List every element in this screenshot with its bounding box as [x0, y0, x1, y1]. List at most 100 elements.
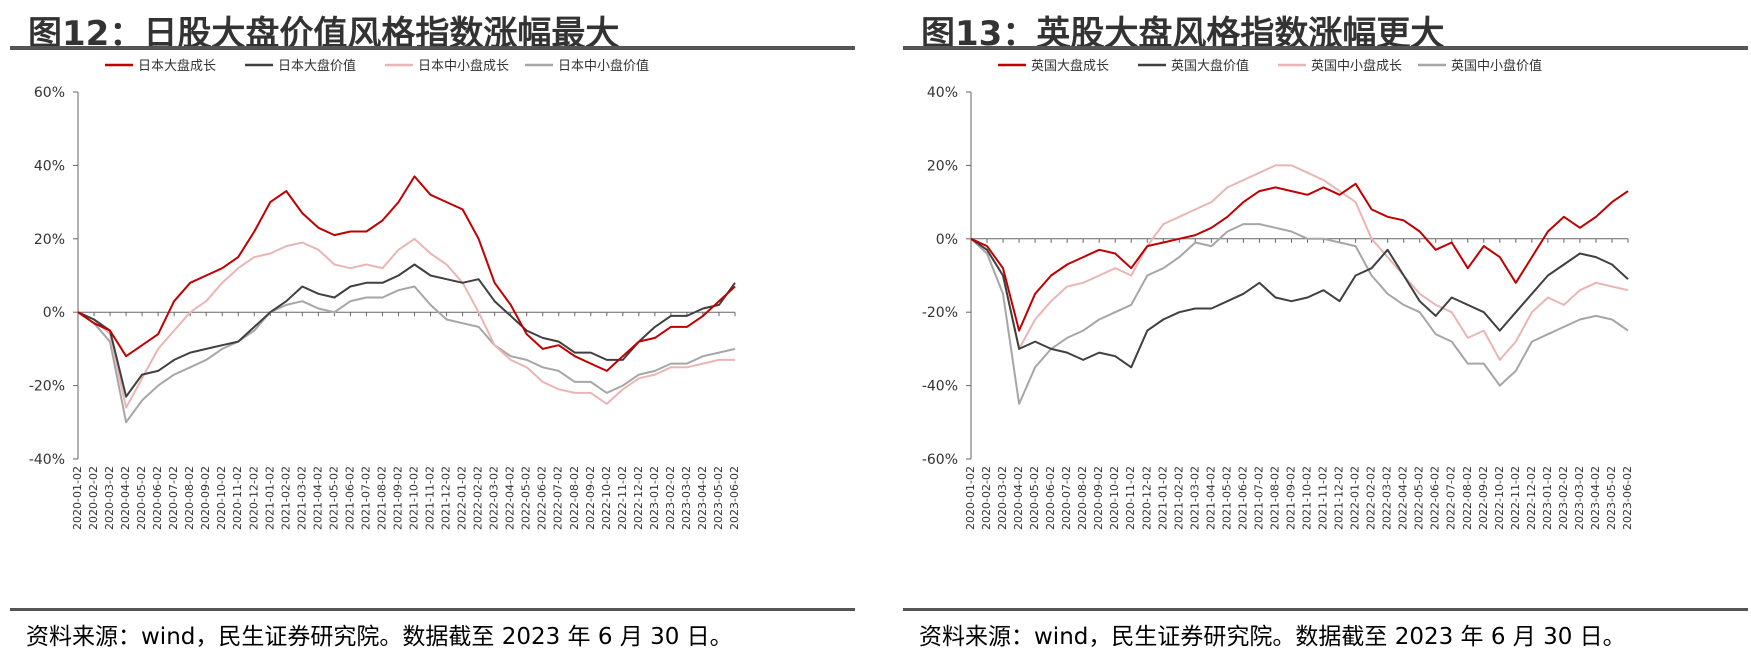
legend-label: 英国中小盘成长 — [1311, 58, 1402, 74]
x-tick-label: 2022-02-02 — [472, 466, 485, 530]
x-tick-label: 2020-08-02 — [183, 466, 196, 530]
x-tick-label: 2020-06-02 — [1044, 466, 1057, 530]
x-tick-label: 2022-01-02 — [1349, 466, 1362, 530]
x-tick-label: 2022-07-02 — [1445, 466, 1458, 530]
y-tick-label: -40% — [922, 379, 958, 395]
x-tick-label: 2020-12-02 — [247, 466, 260, 530]
x-tick-label: 2023-03-02 — [680, 466, 693, 530]
x-tick-label: 2020-09-02 — [199, 466, 212, 530]
x-tick-label: 2021-01-02 — [1156, 466, 1169, 530]
figure-13: 图13：英股大盘风格指数涨幅更大 英国大盘成长 英国大盘价值 英国中小盘成长 英国中小… — [893, 0, 1751, 655]
x-tick-label: 2021-02-02 — [1172, 466, 1185, 530]
x-tick-label: 2022-12-02 — [632, 466, 645, 530]
x-tick-label: 2020-09-02 — [1092, 466, 1105, 530]
x-tick-label: 2021-10-02 — [1301, 466, 1314, 530]
y-tick-label: 20% — [927, 158, 958, 174]
source-rule — [903, 608, 1748, 611]
x-tick-label: 2022-11-02 — [616, 466, 629, 530]
x-tick-label: 2020-05-02 — [135, 466, 148, 530]
series-line — [77, 175, 736, 372]
x-tick-label: 2020-12-02 — [1140, 466, 1153, 530]
x-tick-label: 2021-06-02 — [1236, 466, 1249, 530]
x-tick-label: 2020-04-02 — [119, 466, 132, 530]
x-tick-label: 2021-04-02 — [311, 466, 324, 530]
x-tick-label: 2021-07-02 — [1252, 466, 1265, 530]
x-tick-label: 2020-03-02 — [996, 466, 1009, 530]
y-tick-label: 40% — [34, 158, 65, 174]
x-tick-label: 2022-12-02 — [1525, 466, 1538, 530]
x-tick-label: 2021-10-02 — [408, 466, 421, 530]
x-tick-label: 2023-01-02 — [648, 466, 661, 530]
x-tick-label: 2023-06-02 — [1621, 466, 1634, 530]
y-tick-label: -20% — [922, 305, 958, 321]
x-tick-label: 2020-07-02 — [167, 466, 180, 530]
series-line — [970, 223, 1629, 405]
x-tick-label: 2022-04-02 — [1397, 466, 1410, 530]
x-tick-label: 2021-09-02 — [1284, 466, 1297, 530]
x-tick-label: 2023-03-02 — [1573, 466, 1586, 530]
x-tick-label: 2020-02-02 — [980, 466, 993, 530]
x-tick-label: 2020-01-02 — [71, 466, 84, 530]
x-tick-label: 2021-02-02 — [279, 466, 292, 530]
y-tick-label: 0% — [43, 305, 65, 321]
x-tick-label: 2022-06-02 — [1429, 466, 1442, 530]
x-tick-label: 2020-05-02 — [1028, 466, 1041, 530]
x-tick-label: 2022-01-02 — [456, 466, 469, 530]
x-tick-label: 2022-02-02 — [1365, 466, 1378, 530]
source-note: 资料来源：wind，民生证券研究院。数据截至 2023 年 6 月 30 日。 — [919, 624, 1626, 650]
x-tick-label: 2023-06-02 — [728, 466, 741, 530]
x-tick-label: 2023-04-02 — [1589, 466, 1602, 530]
title-rule — [10, 46, 855, 50]
y-tick-label: -20% — [29, 379, 65, 395]
x-tick-label: 2021-04-02 — [1204, 466, 1217, 530]
x-tick-label: 2022-07-02 — [552, 466, 565, 530]
x-tick-label: 2023-04-02 — [696, 466, 709, 530]
x-tick-label: 2021-01-02 — [263, 466, 276, 530]
x-tick-label: 2020-02-02 — [87, 466, 100, 530]
series-line — [77, 285, 736, 424]
x-tick-label: 2021-05-02 — [1220, 466, 1233, 530]
x-tick-label: 2021-03-02 — [295, 466, 308, 530]
y-tick-label: 20% — [34, 232, 65, 248]
x-tick-label: 2022-05-02 — [520, 466, 533, 530]
x-tick-label: 2021-12-02 — [1333, 466, 1346, 530]
legend-label: 日本中小盘成长 — [418, 58, 509, 74]
x-tick-label: 2022-10-02 — [1493, 466, 1506, 530]
x-tick-label: 2022-05-02 — [1413, 466, 1426, 530]
x-tick-label: 2021-06-02 — [343, 466, 356, 530]
legend-label: 英国中小盘价值 — [1451, 58, 1542, 74]
x-tick-label: 2020-11-02 — [231, 466, 244, 530]
x-tick-label: 2022-09-02 — [1477, 466, 1490, 530]
x-tick-label: 2023-05-02 — [1605, 466, 1618, 530]
x-tick-label: 2020-04-02 — [1012, 466, 1025, 530]
line-chart: 日本大盘成长 日本大盘价值 日本中小盘成长 日本中小盘价值 60% 40% 20% 0% -20… — [29, 58, 741, 530]
x-tick-label: 2021-07-02 — [359, 466, 372, 530]
legend-label: 英国大盘成长 — [1031, 58, 1109, 74]
legend-label: 日本中小盘价值 — [558, 58, 649, 74]
y-tick-label: -40% — [29, 452, 65, 468]
x-tick-label: 2022-03-02 — [1381, 466, 1394, 530]
x-tick-label: 2021-11-02 — [424, 466, 437, 530]
y-tick-label: 40% — [927, 85, 958, 101]
source-rule — [10, 608, 855, 611]
x-tick-label: 2021-12-02 — [440, 466, 453, 530]
x-tick-label: 2020-03-02 — [103, 466, 116, 530]
x-tick-label: 2020-08-02 — [1076, 466, 1089, 530]
series-line — [970, 182, 1629, 332]
x-tick-label: 2022-08-02 — [1461, 466, 1474, 530]
x-tick-label: 2023-02-02 — [664, 466, 677, 530]
x-tick-label: 2021-08-02 — [1268, 466, 1281, 530]
series-line — [970, 237, 1629, 369]
x-tick-label: 2022-08-02 — [568, 466, 581, 530]
series-line — [77, 237, 735, 409]
x-tick-label: 2023-05-02 — [712, 466, 725, 530]
y-tick-label: 0% — [936, 232, 958, 248]
x-tick-label: 2020-01-02 — [964, 466, 977, 530]
legend-label: 日本大盘成长 — [138, 58, 216, 74]
x-tick-label: 2021-08-02 — [375, 466, 388, 530]
x-tick-label: 2021-11-02 — [1317, 466, 1330, 530]
figure-12: 图12：日股大盘价值风格指数涨幅最大 日本大盘成长 日本大盘价值 日本中小盘成长 日本… — [0, 0, 860, 655]
x-tick-label: 2021-09-02 — [391, 466, 404, 530]
x-tick-label: 2023-02-02 — [1557, 466, 1570, 530]
source-note: 资料来源：wind，民生证券研究院。数据截至 2023 年 6 月 30 日。 — [26, 624, 733, 650]
